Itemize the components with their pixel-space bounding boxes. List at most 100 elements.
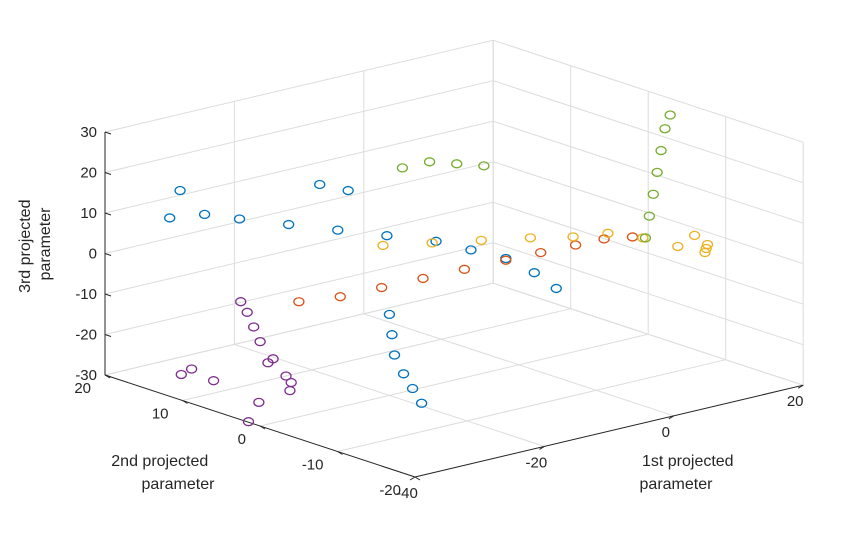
data-point	[233, 214, 246, 224]
data-point	[406, 383, 419, 394]
z-tick-label: -30	[75, 367, 97, 384]
y-tick-label: 20	[74, 380, 91, 397]
z-tick-label: 30	[80, 124, 97, 141]
data-point	[383, 309, 396, 320]
data-point	[637, 233, 649, 243]
z-tick-mark	[104, 293, 112, 297]
data-point	[528, 268, 540, 278]
data-point	[342, 185, 354, 196]
data-point	[417, 273, 429, 284]
data-point	[688, 230, 701, 241]
data-point	[639, 233, 652, 243]
data-point	[388, 350, 401, 360]
gridline	[182, 308, 571, 401]
z-tick-mark	[104, 172, 112, 175]
z-tick-mark	[104, 212, 112, 216]
data-point	[175, 369, 187, 380]
z-axis-label-line-1: 3rd projected	[17, 200, 34, 293]
z-tick-label: -20	[75, 327, 97, 344]
gridline	[104, 201, 494, 295]
data-point	[550, 283, 562, 294]
gridline	[104, 242, 494, 335]
y-tick-label: 0	[238, 431, 246, 448]
x-tick-mark	[409, 476, 416, 481]
gridline	[337, 359, 726, 452]
data-point	[655, 145, 667, 156]
data-point	[241, 307, 253, 317]
gridline	[104, 161, 494, 254]
x-axis-label-line-2: parameter	[640, 476, 714, 493]
x-tick-mark	[539, 445, 545, 450]
data-point	[651, 167, 663, 178]
data-point	[475, 235, 487, 246]
z-axis-label: 3rd projected parameter	[17, 195, 54, 293]
data-point	[332, 225, 344, 235]
x-tick-mark	[668, 415, 675, 420]
grid-layer	[104, 39, 804, 478]
data-point	[280, 371, 292, 381]
data-point	[198, 209, 211, 220]
gridline	[104, 120, 494, 214]
x-tick-mark	[797, 384, 804, 389]
z-tick-label: 20	[80, 165, 97, 182]
series-4	[396, 110, 676, 243]
data-point	[397, 369, 410, 379]
z-tick-mark	[104, 253, 112, 256]
gridline	[104, 39, 494, 133]
data-point	[185, 364, 198, 374]
x-tick-label: 20	[787, 393, 804, 410]
z-tick-label: -10	[75, 286, 97, 303]
data-point	[602, 228, 614, 238]
data-point	[314, 179, 326, 190]
y-tick-mark	[337, 451, 343, 455]
data-point	[535, 247, 547, 258]
data-point	[664, 110, 676, 120]
data-point	[569, 240, 582, 250]
data-point	[164, 213, 176, 223]
data-point	[700, 243, 712, 254]
data-point	[647, 189, 659, 199]
y-axis-label: 2nd projected parameter	[111, 453, 215, 493]
y-tick-label: -20	[379, 482, 401, 499]
data-point	[701, 239, 714, 250]
data-point	[659, 124, 671, 134]
z-tick-mark	[104, 374, 112, 378]
data-point	[254, 336, 266, 347]
data-point	[626, 232, 639, 242]
data-point	[451, 159, 463, 169]
data-point	[282, 219, 295, 230]
x-tick-label: -20	[526, 454, 548, 471]
data-point	[396, 163, 409, 173]
series-2	[293, 232, 639, 307]
data-point	[458, 264, 471, 274]
data-point	[524, 233, 537, 243]
data-point	[248, 322, 260, 332]
data-point	[415, 398, 428, 408]
y-tick-mark	[259, 425, 266, 430]
data-point	[386, 330, 398, 340]
data-point	[262, 358, 274, 368]
data-point	[643, 211, 655, 221]
z-tick-mark	[104, 334, 112, 337]
series-5	[175, 297, 297, 427]
data-point	[423, 157, 436, 167]
data-marks	[164, 110, 714, 427]
data-point	[381, 231, 393, 241]
x-tick-label: 0	[662, 424, 670, 441]
data-point	[285, 377, 297, 388]
gridline	[104, 282, 494, 376]
z-tick-label: 0	[89, 246, 97, 263]
z-tick-mark	[104, 131, 112, 135]
data-point	[500, 255, 512, 265]
data-point	[377, 240, 389, 251]
x-axis-label: 1st projected parameter	[640, 453, 738, 493]
y-axis-label-line-1: 2nd projected	[111, 453, 208, 470]
z-tick-label: 10	[80, 205, 97, 222]
data-point	[672, 241, 684, 252]
y-tick-label: 10	[152, 406, 169, 423]
y-tick-mark	[182, 400, 188, 404]
data-point	[567, 232, 579, 242]
data-point	[478, 161, 490, 171]
